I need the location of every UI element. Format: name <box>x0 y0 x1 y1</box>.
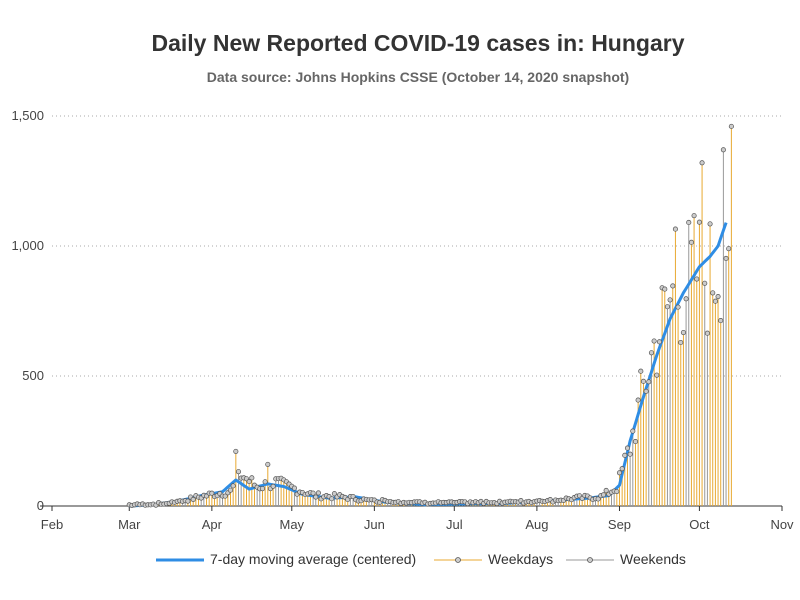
weekend-point <box>313 494 319 500</box>
weekday-point <box>638 368 644 374</box>
weekday-point <box>233 448 239 454</box>
weekday-point <box>259 486 266 492</box>
weekday-point <box>614 488 620 495</box>
weekday-point <box>635 397 641 403</box>
weekday-point <box>315 490 321 496</box>
weekday-point <box>262 479 268 485</box>
weekend-point <box>667 297 673 303</box>
weekday-point <box>691 213 697 219</box>
x-tick-label: Jul <box>446 517 463 532</box>
legend-ma-swatch <box>156 558 204 562</box>
weekend-point <box>686 219 692 226</box>
legend-weekend-swatch <box>566 557 614 563</box>
legend-weekday-label: Weekdays <box>488 551 554 567</box>
x-tick-label: Apr <box>202 517 223 532</box>
y-tick-label: 1,500 <box>11 108 44 123</box>
weekday-point <box>699 160 705 166</box>
weekday-point <box>227 487 234 493</box>
weekend-point <box>704 330 710 336</box>
weekend-point <box>331 491 337 497</box>
weekday-point <box>190 496 196 502</box>
weekday-point <box>670 283 676 289</box>
weekday-point <box>712 298 718 304</box>
weekday-point <box>656 339 662 345</box>
chart-subtitle: Data source: Johns Hopkins CSSE (October… <box>206 69 630 85</box>
weekday-point <box>707 221 713 227</box>
weekend-point <box>648 350 655 356</box>
weekday-point <box>654 372 660 378</box>
weekend-point <box>720 147 726 153</box>
weekday-point <box>246 479 252 485</box>
weekday-point <box>622 452 628 458</box>
legend-weekend-label: Weekends <box>620 551 686 567</box>
weekend-point <box>702 280 708 286</box>
weekend-point <box>235 469 242 475</box>
weekday-point <box>270 483 276 489</box>
weekday-point <box>694 276 700 282</box>
x-tick-label: Mar <box>118 517 141 532</box>
weekday-point <box>230 483 236 489</box>
legend-ma-label: 7-day moving average (centered) <box>210 551 417 567</box>
weekday-point <box>603 487 609 494</box>
weekend-point <box>329 496 335 502</box>
weekend-point <box>664 304 670 310</box>
weekday-point <box>624 445 631 451</box>
weekend-point <box>310 490 316 496</box>
weekend-point <box>646 379 652 385</box>
x-tick-label: Sep <box>608 517 631 532</box>
weekend-point <box>630 428 636 434</box>
weekday-point <box>640 378 647 384</box>
weekend-point <box>723 255 729 262</box>
weekday-point <box>672 226 678 232</box>
x-tick-label: Feb <box>41 517 63 532</box>
weekday-point <box>209 490 215 496</box>
weekday-point <box>249 475 255 481</box>
weekday-point <box>710 290 716 296</box>
x-tick-label: Oct <box>689 517 710 532</box>
legend-weekday-swatch <box>434 557 482 563</box>
weekday-point <box>222 493 228 499</box>
y-tick-label: 500 <box>22 368 44 383</box>
weekend-point <box>291 485 297 491</box>
weekday-point <box>715 293 721 300</box>
x-tick-label: Aug <box>525 517 548 532</box>
weekday-point <box>265 461 271 467</box>
weekday-point <box>678 339 684 346</box>
weekday-point <box>643 388 649 394</box>
y-tick-label: 1,000 <box>11 238 44 253</box>
weekday-point <box>616 470 623 476</box>
weekday-point <box>718 318 724 324</box>
legend: 7-day moving average (centered) Weekdays… <box>0 551 800 571</box>
x-tick-label: May <box>279 517 304 532</box>
weekday-point <box>632 439 639 445</box>
weekday-point <box>662 286 668 292</box>
weekday-point <box>651 338 657 344</box>
moving-average-line <box>129 222 728 508</box>
x-tick-label: Nov <box>770 517 794 532</box>
chart-title: Daily New Reported COVID-19 cases in: Hu… <box>151 30 685 56</box>
weekend-point <box>350 493 356 500</box>
weekday-point <box>696 219 702 225</box>
weekend-point <box>683 296 689 302</box>
weekend-point <box>627 451 633 457</box>
weekday-point <box>726 246 732 252</box>
weekday-point <box>680 329 686 336</box>
weekday-point <box>600 492 607 498</box>
weekday-point <box>619 466 625 472</box>
x-tick-label: Jun <box>364 517 385 532</box>
weekday-point <box>728 123 734 129</box>
weekday-point <box>185 498 191 504</box>
weekday-point <box>675 304 681 310</box>
weekday-point <box>595 496 601 502</box>
weekday-point <box>688 239 694 245</box>
